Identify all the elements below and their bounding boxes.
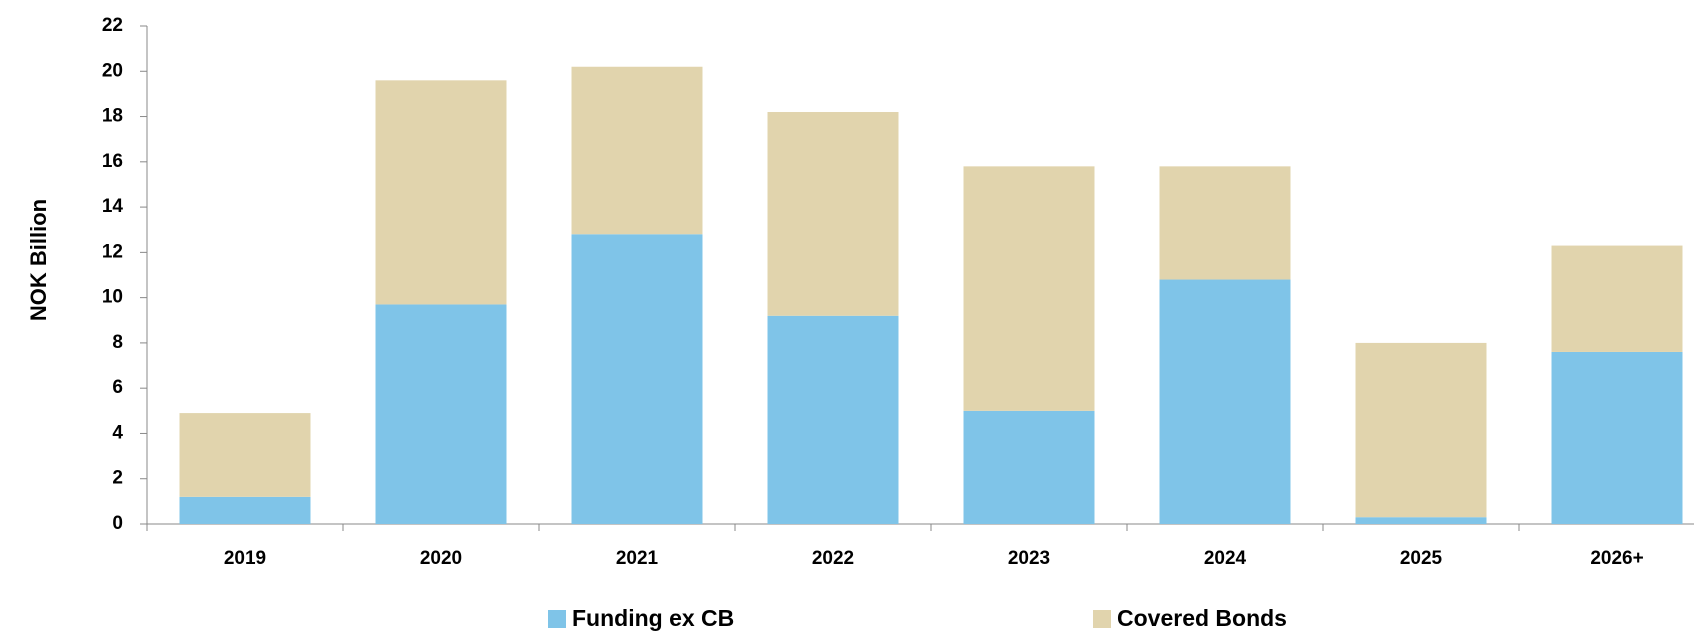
x-tick-label: 2024 <box>1204 548 1247 569</box>
x-tick-label: 2026+ <box>1590 548 1643 569</box>
x-tick-label: 2019 <box>224 548 266 569</box>
bar-segment <box>1355 342 1487 518</box>
bar-segment <box>1551 245 1683 352</box>
bar-segment <box>963 166 1095 411</box>
y-tick-label: 16 <box>102 151 123 172</box>
y-tick-label: 20 <box>102 60 123 81</box>
y-tick-label: 12 <box>102 241 123 262</box>
bar-segment <box>179 496 311 524</box>
x-tick-label: 2023 <box>1008 548 1050 569</box>
x-tick-label: 2020 <box>420 548 462 569</box>
y-tick-label: 10 <box>102 287 123 308</box>
x-tick-label: 2021 <box>616 548 659 569</box>
bar-segment <box>571 66 703 235</box>
x-tick-label: 2022 <box>812 548 854 569</box>
y-tick-label: 18 <box>102 106 123 127</box>
y-tick-label: 2 <box>112 468 123 489</box>
y-tick-label: 22 <box>102 15 123 36</box>
legend-label: Funding ex CB <box>572 605 734 631</box>
y-tick-label: 14 <box>102 196 124 217</box>
bar-segment <box>767 112 899 316</box>
bar-segment <box>375 80 507 305</box>
bar-segment <box>375 304 507 524</box>
bar-segment <box>767 315 899 524</box>
bar-segment <box>1159 279 1291 524</box>
bar-segment <box>179 413 311 497</box>
x-tick-label: 2025 <box>1400 548 1443 569</box>
bar-segment <box>1355 517 1487 524</box>
legend-label: Covered Bonds <box>1117 605 1287 631</box>
bar-segment <box>963 410 1095 524</box>
y-tick-label: 4 <box>112 422 123 443</box>
legend-swatch <box>1093 610 1111 628</box>
y-axis-label: NOK Billion <box>26 199 51 321</box>
bar-segment <box>1551 351 1683 524</box>
y-tick-label: 0 <box>112 513 123 534</box>
bar-segment <box>571 234 703 524</box>
legend-swatch <box>548 610 566 628</box>
bar-segment <box>1159 166 1291 280</box>
y-tick-label: 8 <box>112 332 123 353</box>
y-tick-label: 6 <box>112 377 123 398</box>
